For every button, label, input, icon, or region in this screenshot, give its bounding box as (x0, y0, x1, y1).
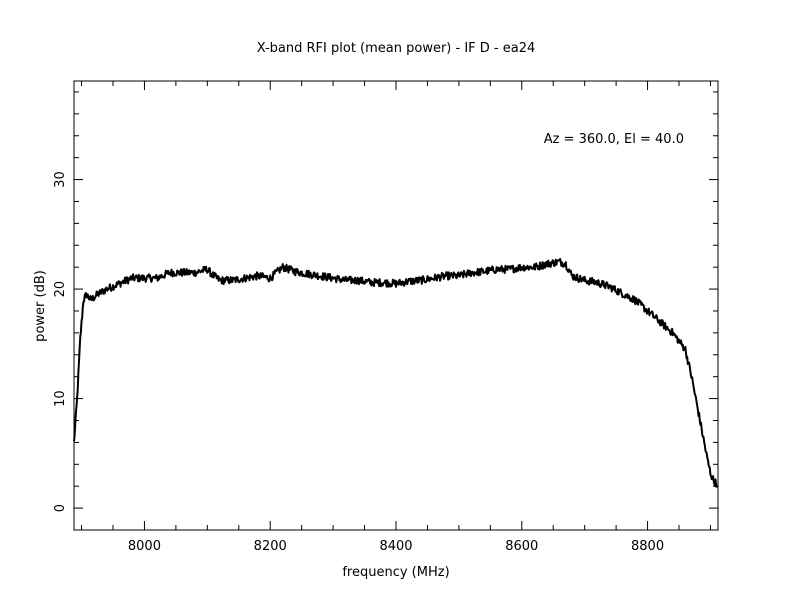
x-tick-label: 8800 (631, 539, 664, 554)
x-tick-label: 8600 (505, 539, 538, 554)
x-tick-label: 8400 (379, 539, 412, 554)
y-tick-label: 10 (53, 390, 68, 407)
y-tick-label: 0 (53, 504, 68, 512)
y-tick-label: 30 (53, 171, 68, 188)
plot-frame (73, 80, 719, 531)
series-line-power (73, 257, 718, 488)
x-tick-label: 8000 (128, 539, 161, 554)
x-tick-label: 8200 (254, 539, 287, 554)
axis-ticks (74, 81, 718, 531)
x-axis-label: frequency (MHz) (342, 565, 449, 580)
chart-title: X-band RFI plot (mean power) - IF D - ea… (257, 41, 536, 56)
az-el-annotation: Az = 360.0, El = 40.0 (544, 132, 684, 147)
tick-labels: 8000 8200 8400 8600 8800 0 10 20 30 (53, 171, 664, 554)
y-axis-label: power (dB) (33, 270, 48, 342)
y-tick-label: 20 (53, 281, 68, 298)
